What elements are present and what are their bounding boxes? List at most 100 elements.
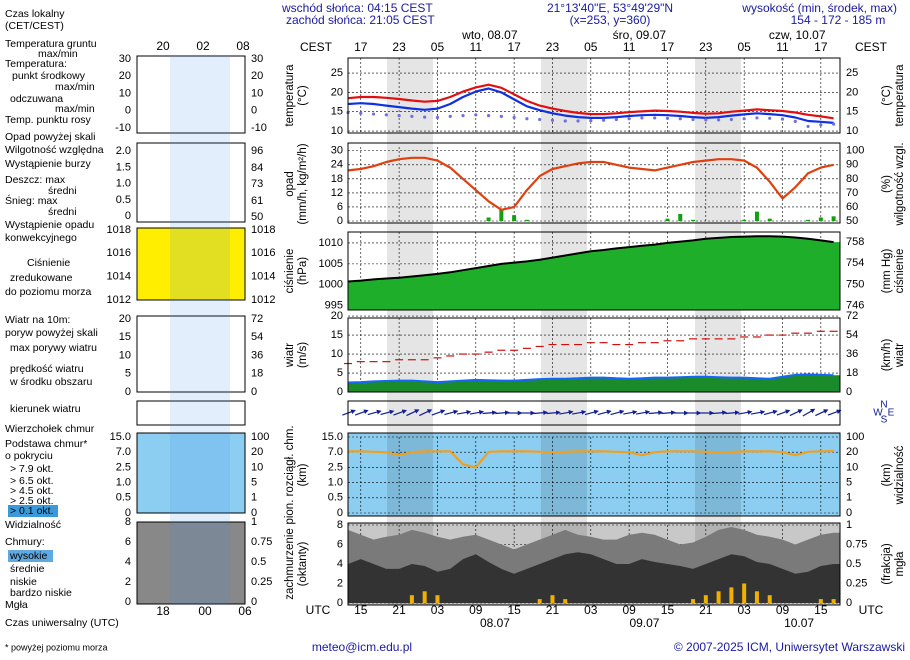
mini-panel bbox=[136, 227, 246, 301]
mini-panel bbox=[136, 55, 246, 134]
series-dot bbox=[614, 117, 618, 122]
y2-tick-label: 754 bbox=[846, 257, 864, 269]
mini-tick-label: 20 bbox=[119, 313, 131, 325]
legend-label: Temp. punktu rosy bbox=[5, 114, 92, 126]
mini-tick-label: 0 bbox=[125, 507, 131, 519]
night-band bbox=[695, 58, 741, 605]
time-label: CEST bbox=[300, 40, 333, 54]
wind-arrow bbox=[584, 409, 599, 416]
mini-tick-label: 8 bbox=[125, 516, 131, 528]
legend-label: odczuwana bbox=[10, 93, 63, 105]
y2-tick-label: 36 bbox=[846, 348, 858, 360]
series-dot bbox=[410, 114, 414, 118]
legend-label: niskie bbox=[10, 576, 37, 588]
time-tick-label: 17 bbox=[354, 40, 368, 54]
legend-label: Deszcz: max bbox=[5, 174, 66, 186]
y2-tick-label: 0 bbox=[846, 507, 852, 519]
series-bar bbox=[742, 583, 747, 603]
y-tick-label: 10 bbox=[331, 348, 343, 360]
legend-label: Temperatura: bbox=[5, 58, 67, 70]
y-axis-label: pion. rozciągł. chm. bbox=[284, 425, 296, 524]
y-tick-label: 1.0 bbox=[328, 477, 343, 489]
y-tick-label: 2.5 bbox=[328, 461, 343, 473]
legend-label: (CET/CEST) bbox=[5, 20, 64, 32]
legend-label: max porywy wiatru bbox=[10, 342, 97, 354]
time-label: UTC bbox=[859, 603, 884, 617]
altitude-title: wysokość (min, środek, max) bbox=[741, 1, 897, 15]
y-tick-label: 15 bbox=[331, 106, 343, 118]
wind-arrow bbox=[444, 409, 459, 416]
mini-tick-label: 4 bbox=[125, 556, 131, 568]
wind-arrow bbox=[750, 410, 766, 415]
y2-axis-label: temperatura bbox=[894, 64, 906, 127]
series-dot bbox=[359, 111, 363, 115]
time-tick-label: 09 bbox=[469, 603, 483, 617]
y-axis-label: (m/s) bbox=[297, 342, 309, 368]
series-bar bbox=[691, 219, 696, 221]
series-dot bbox=[678, 117, 682, 121]
wind-arrow bbox=[661, 410, 676, 416]
legend-label: Czas uniwersalny (UTC) bbox=[5, 617, 119, 629]
mini-tick-label: 15.0 bbox=[110, 431, 131, 443]
mini-panel bbox=[136, 521, 246, 605]
legend-label: Temperatura gruntu bbox=[5, 38, 97, 50]
y2-tick-label: 80 bbox=[846, 173, 858, 185]
y-tick-label: 6 bbox=[337, 538, 343, 550]
series-bar bbox=[831, 599, 836, 603]
mini-tick-label: 0.5 bbox=[251, 556, 266, 568]
y2-tick-label: 54 bbox=[846, 329, 858, 341]
legend-label: Ciśnienie bbox=[27, 257, 70, 269]
mini-tick-label: 10 bbox=[251, 87, 263, 99]
y2-tick-label: 1 bbox=[846, 519, 852, 531]
series-dot bbox=[832, 122, 836, 126]
y-tick-label: 10 bbox=[331, 125, 343, 137]
legend-label: bardzo niskie bbox=[10, 587, 72, 599]
mini-tick-label: 7.0 bbox=[116, 446, 131, 458]
wind-arrow bbox=[763, 409, 778, 416]
series-dot bbox=[423, 115, 427, 119]
y2-axis-label: (°C) bbox=[881, 85, 893, 106]
mini-tick-label: 2 bbox=[125, 576, 131, 588]
series-dot bbox=[538, 117, 542, 122]
legend-label: Śnieg: max bbox=[5, 194, 58, 207]
mini-tick-label: 1018 bbox=[107, 224, 131, 236]
series-bar bbox=[754, 591, 759, 603]
mini-tick-label: 1016 bbox=[251, 247, 275, 259]
series-dot bbox=[384, 113, 388, 117]
wind-arrow bbox=[712, 410, 727, 416]
series-dot bbox=[435, 115, 440, 120]
panel-frame bbox=[347, 317, 841, 393]
wind-arrow bbox=[610, 409, 625, 416]
time-label: CEST bbox=[855, 40, 888, 54]
mini-tick-label: 1012 bbox=[251, 294, 275, 306]
y-tick-label: 5 bbox=[337, 367, 343, 379]
mini-tick-label: 10 bbox=[251, 461, 263, 473]
mini-tick-label: 0 bbox=[125, 596, 131, 608]
panel-bg bbox=[348, 58, 840, 133]
mini-tick-label: 18 bbox=[251, 368, 263, 380]
time-tick-label: 21 bbox=[546, 603, 560, 617]
series-dot bbox=[371, 112, 376, 116]
mini-tick-label: 6 bbox=[125, 536, 131, 548]
wind-arrow bbox=[546, 410, 561, 416]
series-dot bbox=[640, 116, 644, 120]
series-area bbox=[348, 552, 840, 603]
day-label: 08.07 bbox=[480, 616, 510, 630]
mini-tick-label: 5 bbox=[251, 477, 257, 489]
time-tick-label: 03 bbox=[431, 603, 445, 617]
y2-axis-label: (frakcja) bbox=[881, 543, 893, 585]
grid-point: (x=253, y=360) bbox=[570, 13, 651, 27]
wind-arrow bbox=[623, 410, 638, 415]
mini-tick-label: 1012 bbox=[107, 294, 131, 306]
series-bar bbox=[512, 215, 517, 221]
email[interactable]: meteo@icm.edu.pl bbox=[312, 640, 412, 654]
mini-tick-label: 72 bbox=[251, 313, 263, 325]
legend-label: Wystąpienie opadu bbox=[5, 219, 94, 231]
y-tick-label: 995 bbox=[325, 300, 343, 312]
y2-tick-label: 758 bbox=[846, 236, 864, 248]
time-tick-label: 09 bbox=[776, 603, 790, 617]
mini-tick-label: 0 bbox=[251, 105, 257, 117]
mini-tick-label: 5 bbox=[125, 368, 131, 380]
coords: 21°13'40"E, 53°49'29"N bbox=[547, 1, 673, 15]
series-dot bbox=[576, 119, 580, 123]
